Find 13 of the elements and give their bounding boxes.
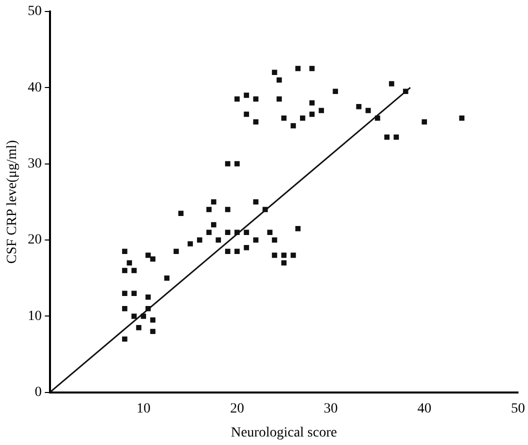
x-tick-label: 40: [417, 401, 432, 416]
x-tick-label: 10: [136, 401, 150, 416]
x-tick-label: 50: [511, 401, 525, 416]
y-tick-label: 40: [28, 80, 42, 96]
y-tick-label: 50: [28, 4, 42, 20]
y-tick-label: 0: [34, 385, 42, 400]
y-tick-label: 10: [28, 308, 42, 324]
x-axis-title: Neurological score: [230, 425, 337, 440]
y-axis-title: CSF CRP leve(μg/ml): [5, 140, 20, 264]
x-tick-label: 20: [230, 401, 244, 416]
y-tick-label: 20: [28, 232, 42, 248]
x-tick-label: 30: [324, 401, 338, 416]
y-tick-label: 30: [28, 156, 42, 172]
